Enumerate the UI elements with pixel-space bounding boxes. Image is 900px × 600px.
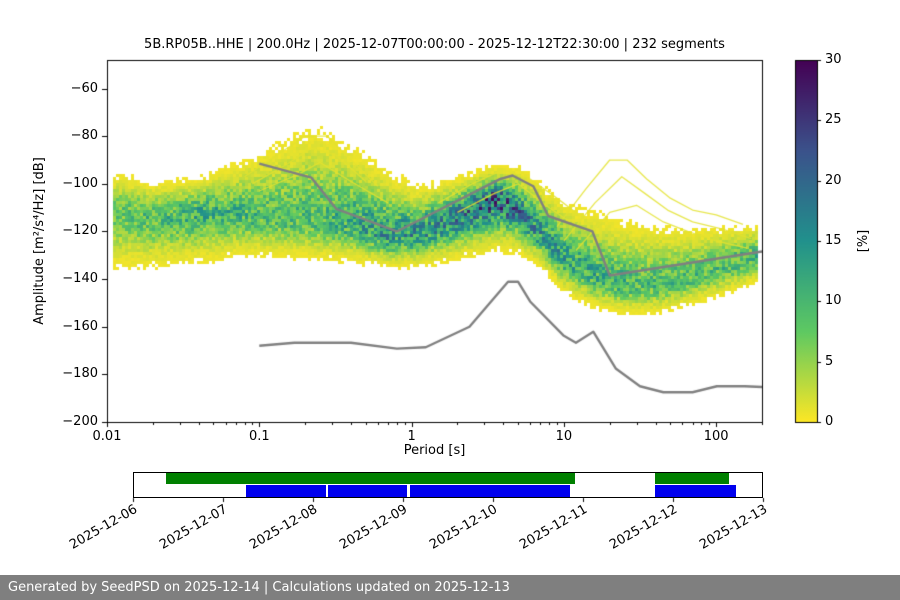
y-tick-label: −160 (62, 318, 98, 334)
timeline-gap-line (325, 485, 329, 497)
timeline-availability-segment (654, 473, 730, 484)
colorbar-tick-label: 10 (825, 293, 842, 309)
plot-title: 5B.RP05B..HHE | 200.0Hz | 2025-12-07T00:… (144, 37, 725, 52)
timeline-gap-line (407, 485, 410, 497)
colorbar-label: [%] (856, 229, 871, 253)
timeline-availability-segment (166, 473, 575, 484)
colorbar-tick-label: 30 (825, 52, 842, 67)
y-tick-label: −140 (62, 271, 98, 287)
colorbar-tick-label: 0 (825, 414, 834, 429)
x-tick-label: 10 (555, 429, 573, 444)
x-tick-label: 100 (703, 429, 729, 444)
timeline-coverage-bar (133, 472, 763, 498)
footer-text: Generated by SeedPSD on 2025-12-14 | Cal… (8, 580, 510, 595)
colorbar-tick-label: 5 (825, 353, 834, 369)
x-tick-label: 1 (407, 429, 416, 444)
y-tick-label: −120 (62, 223, 98, 239)
footer-bar: Generated by SeedPSD on 2025-12-14 | Cal… (0, 575, 900, 600)
x-tick-label: 0.01 (92, 429, 122, 444)
x-tick-label: 0.1 (248, 429, 270, 444)
colorbar-tick-label: 20 (825, 172, 842, 188)
colorbar-tick-label: 15 (825, 233, 842, 248)
y-tick-label: −60 (70, 80, 98, 96)
y-tick-label: −100 (62, 175, 98, 191)
y-tick-label: −180 (62, 366, 98, 382)
x-axis-label: Period [s] (403, 443, 466, 458)
y-tick-label: −80 (70, 128, 98, 144)
timeline-coverage-segment (654, 485, 737, 497)
y-tick-label: −200 (62, 414, 98, 429)
colorbar-tick-label: 25 (825, 112, 842, 128)
